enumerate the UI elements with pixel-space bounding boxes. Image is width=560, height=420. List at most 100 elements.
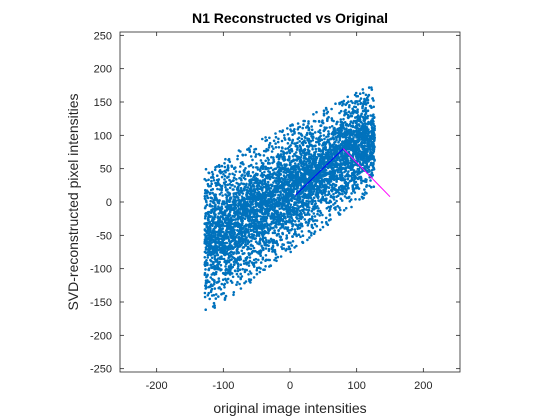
scatter-point xyxy=(325,200,328,203)
scatter-point xyxy=(251,159,254,162)
scatter-point xyxy=(362,110,365,113)
scatter-point xyxy=(234,221,237,224)
scatter-point xyxy=(343,100,346,103)
scatter-point xyxy=(292,165,295,168)
scatter-point xyxy=(307,186,310,189)
scatter-point xyxy=(335,184,338,187)
scatter-point xyxy=(340,185,343,188)
scatter-point xyxy=(345,167,348,170)
scatter-point xyxy=(278,146,281,149)
scatter-point xyxy=(294,154,297,157)
scatter-point xyxy=(275,191,278,194)
scatter-point xyxy=(232,188,235,191)
scatter-point xyxy=(296,147,299,150)
scatter-point xyxy=(277,138,280,141)
scatter-point xyxy=(350,192,353,195)
scatter-point xyxy=(314,157,317,160)
scatter-point xyxy=(311,145,314,148)
scatter-point xyxy=(298,220,301,223)
scatter-point xyxy=(357,103,360,106)
scatter-point xyxy=(286,213,289,216)
scatter-point xyxy=(210,183,213,186)
scatter-point xyxy=(348,111,351,114)
scatter-point xyxy=(240,187,243,190)
scatter-point xyxy=(205,242,208,245)
scatter-point xyxy=(299,160,302,163)
scatter-point xyxy=(269,226,272,229)
scatter-point xyxy=(291,150,294,153)
scatter-point xyxy=(357,168,360,171)
scatter-point xyxy=(239,273,242,276)
scatter-point xyxy=(219,241,222,244)
scatter-point xyxy=(327,130,330,133)
scatter-point xyxy=(290,175,293,178)
scatter-point xyxy=(247,234,250,237)
scatter-point xyxy=(281,205,284,208)
scatter-point xyxy=(346,155,349,158)
scatter-point xyxy=(217,287,220,290)
scatter-point xyxy=(218,216,221,219)
scatter-point xyxy=(224,184,227,187)
scatter-point xyxy=(273,198,276,201)
scatter-point xyxy=(289,179,292,182)
scatter-point xyxy=(299,168,302,171)
scatter-point xyxy=(284,215,287,218)
scatter-point xyxy=(328,219,331,222)
scatter-point xyxy=(337,141,340,144)
scatter-point xyxy=(224,242,227,245)
scatter-point xyxy=(279,194,282,197)
scatter-point xyxy=(284,138,287,141)
scatter-point xyxy=(226,169,229,172)
scatter-point xyxy=(288,232,291,235)
scatter-point xyxy=(230,250,233,253)
scatter-point xyxy=(369,139,372,142)
scatter-point xyxy=(318,214,321,217)
scatter-point xyxy=(207,237,210,240)
scatter-point xyxy=(276,233,279,236)
scatter-point xyxy=(337,164,340,167)
scatter-point xyxy=(224,265,227,268)
scatter-point xyxy=(279,239,282,242)
scatter-point xyxy=(224,278,227,281)
scatter-point xyxy=(301,138,304,141)
scatter-point xyxy=(361,107,364,110)
scatter-point xyxy=(219,234,222,237)
scatter-point xyxy=(350,206,353,209)
scatter-point xyxy=(216,188,219,191)
scatter-point xyxy=(284,176,287,179)
scatter-point xyxy=(371,88,374,91)
scatter-point xyxy=(213,230,216,233)
scatter-point xyxy=(287,210,290,213)
scatter-point xyxy=(263,186,266,189)
scatter-point xyxy=(298,233,301,236)
scatter-point xyxy=(314,200,317,203)
scatter-point xyxy=(250,145,253,148)
scatter-point xyxy=(317,130,320,133)
scatter-point xyxy=(262,249,265,252)
scatter-point xyxy=(280,150,283,153)
scatter-point xyxy=(227,175,230,178)
scatter-point xyxy=(214,169,217,172)
scatter-point xyxy=(205,179,208,182)
scatter-point xyxy=(365,152,368,155)
scatter-point xyxy=(367,134,370,137)
scatter-point xyxy=(325,217,328,220)
scatter-point xyxy=(225,231,228,234)
scatter-point xyxy=(233,229,236,232)
scatter-point xyxy=(275,136,278,139)
scatter-point xyxy=(236,155,239,158)
scatter-point xyxy=(251,216,254,219)
scatter-point xyxy=(226,194,229,197)
scatter-point xyxy=(249,214,252,217)
scatter-point xyxy=(299,227,302,230)
scatter-point xyxy=(348,167,351,170)
scatter-point xyxy=(267,194,270,197)
scatter-point xyxy=(263,150,266,153)
scatter-point xyxy=(238,217,241,220)
scatter-point xyxy=(204,190,207,193)
scatter-point xyxy=(250,248,253,251)
scatter-point xyxy=(237,210,240,213)
scatter-point xyxy=(241,231,244,234)
scatter-point xyxy=(355,95,358,98)
scatter-point xyxy=(316,213,319,216)
